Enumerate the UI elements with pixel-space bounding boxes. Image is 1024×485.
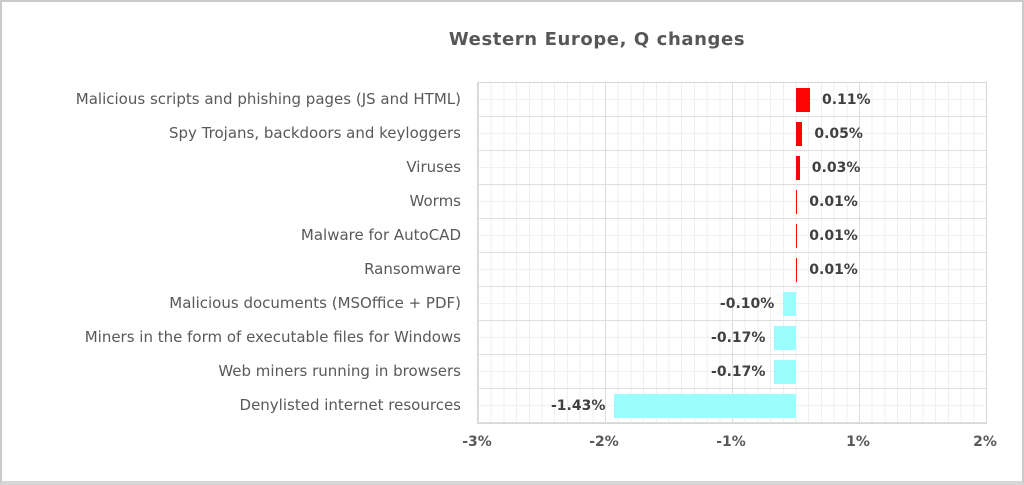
bar-positive (796, 156, 800, 180)
bar-positive (796, 258, 798, 282)
value-label: -1.43% (551, 398, 606, 414)
value-label: -0.17% (711, 330, 766, 346)
value-label: 0.01% (809, 194, 858, 210)
value-label: 0.01% (809, 262, 858, 278)
bar-negative (783, 292, 796, 316)
chart-title: Western Europe, Q changes (448, 29, 746, 50)
value-label: -0.10% (719, 296, 775, 312)
plot-area: 0.11% 0.05% 0.03% 0.01% 0.01% 0.01% -0.10% -0.1… (477, 82, 987, 424)
value-label: -0.17% (711, 364, 766, 380)
bar-negative (614, 394, 796, 418)
bar-positive (796, 122, 803, 146)
category-label: Malicious scripts and phishing pages (JS… (75, 90, 461, 108)
bar-negative (774, 326, 796, 350)
bar-positive (796, 224, 798, 248)
bar-positive (796, 88, 810, 112)
x-tick-label: 2% (973, 434, 997, 450)
bar-negative (774, 360, 796, 384)
category-label: Viruses (406, 158, 461, 176)
category-label: Spy Trojans, backdoors and keyloggers (169, 124, 461, 142)
bar-positive (796, 190, 798, 214)
category-label: Ransomware (364, 260, 461, 278)
value-label: 0.11% (821, 92, 871, 108)
value-label: 0.01% (809, 228, 858, 244)
category-axis: Malicious scripts and phishing pages (JS… (2, 82, 469, 422)
category-label: Miners in the form of executable files f… (84, 328, 461, 346)
x-tick-label: -1% (716, 434, 746, 450)
x-tick-label: -2% (589, 434, 619, 450)
category-label: Web miners running in browsers (218, 362, 461, 380)
x-tick-label: -3% (462, 434, 492, 450)
value-label: 0.05% (814, 126, 863, 142)
category-label: Worms (409, 192, 461, 210)
category-label: Malware for AutoCAD (300, 226, 461, 244)
value-label: 0.03% (811, 160, 861, 176)
category-label: Denylisted internet resources (239, 396, 461, 414)
x-axis: -3% -2% -1% 1% 2% (462, 430, 997, 454)
x-tick-label: 1% (846, 434, 870, 450)
category-label: Malicious documents (MSOffice + PDF) (169, 294, 461, 312)
